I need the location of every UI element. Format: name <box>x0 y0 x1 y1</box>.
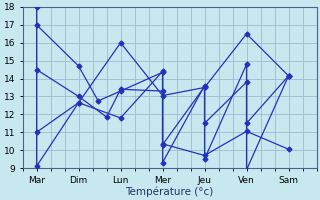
X-axis label: Température (°c): Température (°c) <box>125 186 214 197</box>
